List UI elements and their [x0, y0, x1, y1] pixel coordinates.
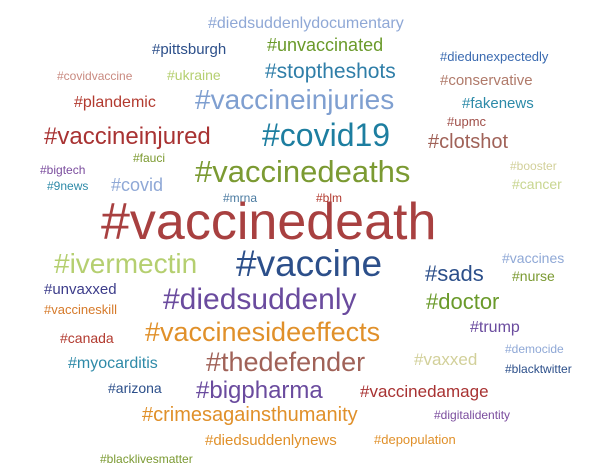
hashtag-word: #nurse — [512, 268, 555, 284]
hashtag-word: #doctor — [426, 289, 499, 314]
hashtag-word: #thedefender — [206, 347, 365, 377]
hashtag-word: #trump — [470, 319, 520, 336]
hashtag-word: #vaccine — [236, 243, 382, 284]
hashtag-word: #diedsuddenlydocumentary — [208, 15, 404, 32]
hashtag-word: #sads — [425, 261, 484, 286]
hashtag-word: #plandemic — [74, 94, 156, 111]
hashtag-word: #vaccinedeaths — [195, 154, 410, 189]
hashtag-word: #fakenews — [462, 95, 534, 112]
hashtag-word: #ukraine — [167, 67, 221, 83]
hashtag-word: #diedsuddenly — [163, 283, 357, 316]
hashtag-word: #democide — [505, 342, 564, 356]
hashtag-word: #blacklivesmatter — [100, 452, 193, 466]
hashtag-word: #covid — [111, 175, 163, 195]
hashtag-word: #9news — [47, 179, 88, 193]
hashtag-word: #digitalidentity — [434, 408, 510, 422]
hashtag-word: #vaccineinjured — [44, 123, 211, 150]
hashtag-word: #upmc — [447, 114, 487, 129]
hashtag-word: #canada — [60, 330, 114, 346]
hashtag-word: #cancer — [512, 176, 562, 192]
hashtag-word: #arizona — [108, 380, 162, 396]
hashtag-word: #depopulation — [374, 432, 456, 447]
hashtag-word: #clotshot — [428, 131, 508, 153]
hashtag-word: #pittsburgh — [152, 41, 226, 58]
hashtag-word: #blm — [316, 191, 342, 205]
hashtag-word: #diedsuddenlynews — [205, 432, 337, 449]
hashtag-word: #booster — [510, 159, 557, 173]
hashtag-word: #vaccinedeath — [101, 193, 436, 251]
hashtag-word: #unvaxxed — [44, 281, 117, 298]
hashtag-word: #unvaccinated — [267, 35, 383, 55]
hashtag-word: #crimesagainsthumanity — [142, 404, 358, 426]
hashtag-word: #diedunexpectedly — [440, 49, 549, 64]
hashtag-word: #vaccinedamage — [360, 382, 489, 401]
hashtag-word: #mrna — [223, 191, 257, 205]
hashtag-word: #conservative — [440, 72, 533, 89]
hashtag-word: #vaccines — [502, 250, 564, 266]
hashtag-word: #vaccineinjuries — [195, 84, 394, 115]
hashtag-word: #ivermectin — [54, 248, 197, 279]
hashtag-word: #stoptheshots — [265, 60, 396, 83]
hashtag-word: #myocarditis — [68, 355, 158, 372]
hashtag-word: #bigtech — [40, 163, 85, 177]
hashtag-word: #bigpharma — [196, 377, 323, 404]
hashtag-word: #vaccineskill — [44, 302, 117, 317]
hashtag-word: #covid19 — [262, 117, 390, 153]
hashtag-word: #vaccinesideeffects — [145, 317, 380, 347]
hashtag-word: #fauci — [133, 151, 165, 165]
hashtag-word: #vaxxed — [414, 350, 477, 369]
hashtag-word: #blacktwitter — [505, 362, 572, 376]
hashtag-word: #covidvaccine — [57, 69, 133, 83]
